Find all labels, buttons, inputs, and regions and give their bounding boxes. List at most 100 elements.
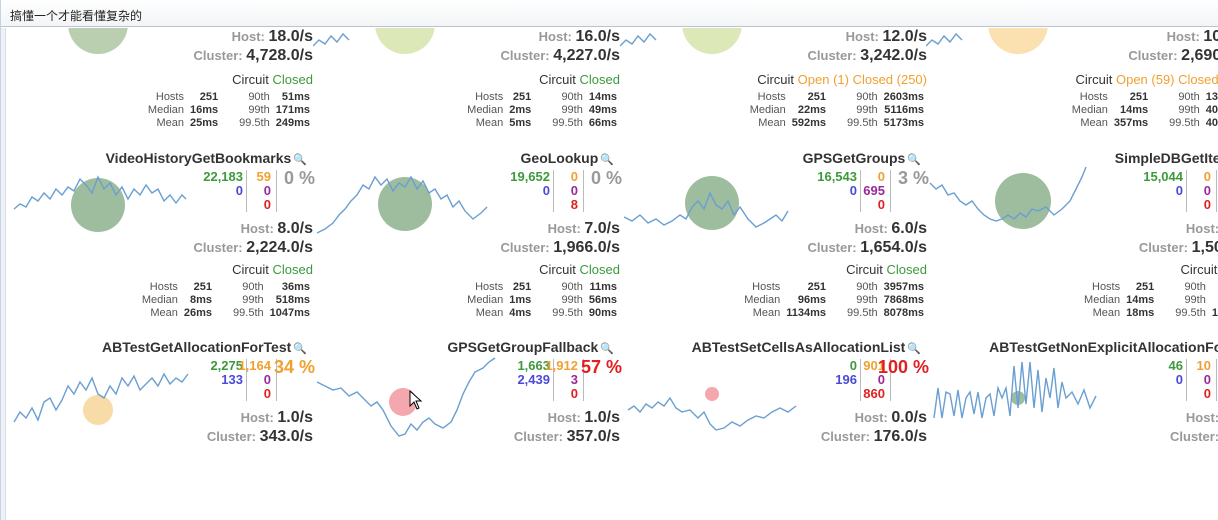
divider — [1186, 170, 1187, 212]
stats-row: Mean 592ms 99.5th 5173ms — [747, 117, 927, 130]
divider — [860, 170, 861, 212]
circuit-card[interactable]: SimpleDBGetItem15,04400000Host: 5.0Clust… — [926, 149, 1218, 339]
failure-count: 860 — [863, 386, 885, 401]
command-name-text: VideoHistoryGetBookmarks — [105, 150, 292, 166]
stat-label: 99.5th — [847, 307, 878, 319]
stat-label: 99.5th — [847, 117, 878, 129]
stat-value: 36ms — [281, 281, 310, 293]
circuit-card[interactable]: GPSGetGroupFallback 🔍 1,663 2,439 1,912 3 0 57 … — [313, 338, 622, 455]
stat-value: 14ms — [1120, 104, 1149, 116]
divider — [246, 359, 247, 401]
command-name-text: ABTestGetNonExplicitAllocationForTe — [989, 339, 1218, 355]
magnifier-icon[interactable]: 🔍 — [293, 154, 307, 166]
cluster-rate-label: Cluster: — [807, 240, 857, 255]
success-count: 16,543 — [817, 169, 857, 184]
timeout-count: 1,912 — [545, 358, 578, 373]
cluster-rate-value: 3,242.0/s — [860, 47, 927, 64]
timeout-count: 1,164 — [238, 358, 271, 373]
circuit-state: Closed — [579, 262, 620, 277]
command-name: ABTestGetNonExplicitAllocationForTe — [989, 339, 1218, 355]
circuit-card[interactable]: Host: 18.0/s Cluster: 4,728.0/s Circuit Cl… — [6, 28, 313, 190]
stat-label: Median — [141, 294, 178, 306]
divider — [583, 359, 584, 401]
host-rate-label: Host: — [854, 410, 888, 425]
stats-row: Median 14ms 99th77m — [1081, 294, 1218, 307]
magnifier-icon[interactable]: 🔍 — [907, 154, 921, 166]
sparkline-chart — [926, 28, 1048, 54]
circuit-card[interactable]: GeoLookup 🔍 19,652 0 0 0 8 0 % Host: 7.0/s Cluste… — [313, 149, 622, 339]
magnifier-icon[interactable]: 🔍 — [600, 343, 614, 355]
stat-label: Median — [749, 104, 786, 116]
sparkline-chart — [627, 387, 797, 431]
stat-label: Mean — [475, 117, 504, 129]
circuit-state: Open (59) Closed (19 — [1115, 72, 1218, 87]
circuit-status: Circuit Closed — [539, 72, 620, 87]
command-name: ABTestSetCellsAsAllocationList 🔍 — [692, 339, 921, 355]
latency-stats-table: Hosts 251 90th 2603ms Median 22ms 99th 5116ms Me… — [747, 91, 927, 130]
circuit-card[interactable]: ABTestSetCellsAsAllocationList 🔍 0 196 901 0 8… — [620, 338, 929, 455]
circuit-card[interactable]: ABTestGetAllocationForTest 🔍 2,275 133 1,164… — [6, 338, 315, 455]
magnifier-icon[interactable]: 🔍 — [293, 343, 307, 355]
stat-value: 251 — [512, 91, 532, 103]
divider — [1186, 359, 1187, 401]
host-rate: Host: 12.0/s — [846, 28, 927, 46]
cluster-rate-label: Cluster: — [807, 48, 857, 63]
circuit-card[interactable]: ABTestGetNonExplicitAllocationForTe 46 0 10… — [926, 338, 1218, 455]
stat-value: 4055m — [1205, 104, 1218, 116]
divider — [583, 170, 584, 212]
success-count: 19,652 — [510, 169, 550, 184]
circuit-card[interactable]: GPSGetGroups 🔍 16,543 0 0 695 0 3 % Host: 6.0/s C… — [620, 149, 929, 339]
stat-value: 25ms — [190, 117, 219, 129]
stat-value: 4096m — [1205, 117, 1218, 129]
stat-value: 51ms — [281, 91, 310, 103]
stats-row: Hosts 251 90th30m — [1081, 281, 1218, 294]
stat-label: 99th — [248, 104, 270, 116]
error-percentage: 57 % — [580, 357, 622, 377]
command-name: SimpleDBGetItem — [1115, 150, 1218, 166]
circuit-card[interactable]: Host: 10.0/Cluster: 2,690.0/Circuit Open… — [926, 28, 1218, 190]
cluster-rate-label: Cluster: — [820, 429, 870, 444]
request-counts: 19,652 0 — [510, 170, 550, 198]
stat-label: 90th — [248, 91, 270, 103]
rejected-count: 0 — [1203, 183, 1211, 198]
host-rate-value: 0.0/s — [891, 409, 927, 426]
rejected-count: 0 — [570, 183, 578, 198]
divider — [890, 170, 891, 212]
traffic-line — [933, 361, 1097, 419]
timeout-count: 0 — [1203, 169, 1211, 184]
stat-value: 1134ms — [786, 307, 827, 319]
stats-row: Hosts 251 90th 3957ms — [741, 281, 927, 294]
stat-label: Mean — [156, 117, 184, 129]
stat-value: 56ms — [588, 294, 617, 306]
circuit-card[interactable]: Host: 16.0/s Cluster: 4,227.0/s Circuit Cl… — [313, 28, 620, 190]
host-rate-value: 16.0/s — [575, 28, 620, 45]
sparkline-chart — [929, 166, 1087, 229]
stat-label: 99th — [1184, 294, 1206, 306]
circuit-card[interactable]: VideoHistoryGetBookmarks 🔍 22,183 0 59 0 0 0 % H… — [6, 149, 315, 339]
host-rate: Host: 16.0/s — [539, 28, 620, 46]
error-percentage: 0 % — [590, 168, 622, 188]
stats-row: Median 14ms 99th 4055m — [1069, 104, 1218, 117]
magnifier-icon[interactable]: 🔍 — [600, 154, 614, 166]
circuit-card[interactable]: Host: 12.0/s Cluster: 3,242.0/s Circuit Op… — [620, 28, 927, 190]
sparkline-chart — [933, 361, 1097, 419]
command-name-text: SimpleDBGetItem — [1114, 150, 1218, 166]
circuit-status: Circuit Clos — [1181, 262, 1218, 277]
stat-label: Hosts — [475, 281, 504, 293]
hystrix-dashboard[interactable]: Host: 18.0/s Cluster: 4,728.0/s Circuit Cl… — [6, 28, 1218, 455]
host-rate-value: 6.0/s — [891, 220, 927, 237]
error-percentage: 34 % — [273, 357, 315, 377]
stat-label: 99.5th — [1175, 307, 1206, 319]
stats-row: Mean 4ms 99.5th 90ms — [464, 307, 620, 320]
traffic-line — [316, 357, 496, 437]
health-bubble — [995, 173, 1051, 229]
rejected-count: 3 — [570, 372, 578, 387]
stat-value: 18ms — [1126, 307, 1155, 319]
magnifier-icon[interactable]: 🔍 — [907, 343, 921, 355]
success-count: 46 — [1168, 358, 1183, 373]
short-circuited-count: 2,439 — [517, 372, 550, 387]
health-bubble — [378, 177, 432, 231]
sparkline-chart — [13, 175, 187, 232]
host-rate-value: 1.0/s — [277, 409, 313, 426]
failure-count: 0 — [263, 197, 271, 212]
